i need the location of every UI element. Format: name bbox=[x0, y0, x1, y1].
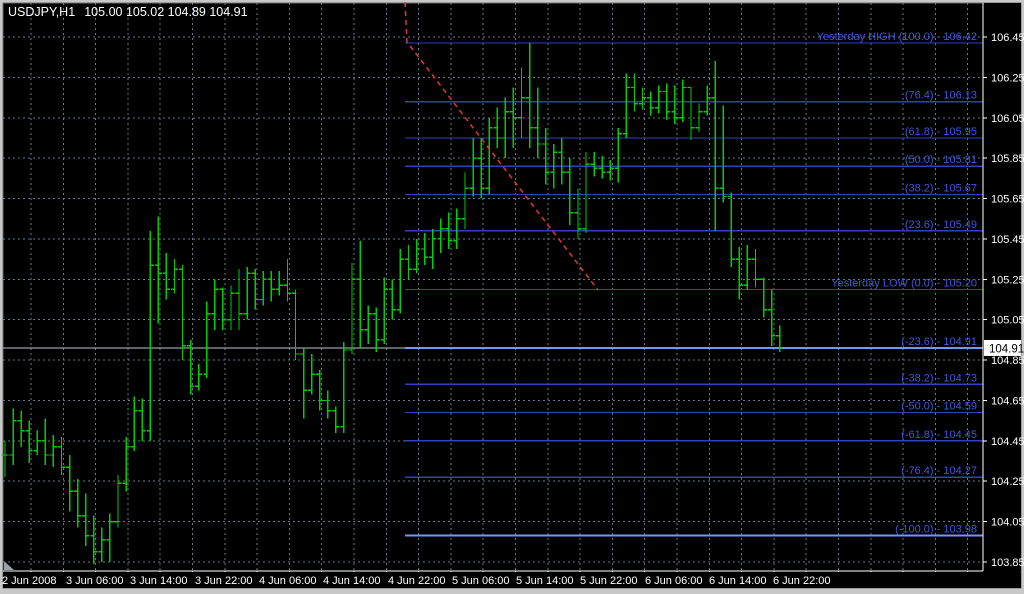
time-axis-label[interactable]: 3 Jun 22:00 bbox=[195, 575, 253, 587]
price-axis-label[interactable]: 105.25 bbox=[991, 274, 1024, 286]
fib-label: (-23.6) - 104.91 bbox=[901, 336, 977, 348]
fib-label: (-76.4) - 104.27 bbox=[901, 465, 977, 477]
fib-label: (61.8) - 105.95 bbox=[905, 126, 977, 138]
price-axis-label[interactable]: 104.85 bbox=[991, 355, 1024, 367]
fibonacci-levels: Yesterday HIGH (100.0) - 106.42 (76.4) - … bbox=[405, 31, 983, 537]
fib-label: (38.2) - 105.67 bbox=[905, 182, 977, 194]
corner-triangle-icon bbox=[4, 561, 14, 570]
price-axis-label[interactable]: 104.05 bbox=[991, 517, 1024, 529]
fib-label: (50.0) - 105.81 bbox=[905, 154, 977, 166]
time-axis-label[interactable]: 3 Jun 06:00 bbox=[66, 575, 124, 587]
price-axis-label[interactable]: 105.85 bbox=[991, 153, 1024, 165]
price-axis-label[interactable]: 106.05 bbox=[991, 113, 1024, 125]
time-axis-label[interactable]: 4 Jun 06:00 bbox=[259, 575, 317, 587]
fib-label: (76.4) - 106.13 bbox=[905, 90, 977, 102]
ohlc-bars bbox=[1, 43, 784, 565]
time-axis-label[interactable]: 6 Jun 06:00 bbox=[645, 575, 703, 587]
fib-label: Yesterday LOW (0.0) - 105.20 bbox=[831, 277, 977, 289]
time-scale[interactable]: 2 Jun 2008 3 Jun 06:00 3 Jun 14:00 3 Jun 22… bbox=[2, 572, 1021, 588]
chart-title: USDJPY,H1 105.00 105.02 104.89 104.91 bbox=[8, 5, 248, 19]
time-scale-area[interactable] bbox=[3, 572, 1021, 588]
time-axis-label[interactable]: 4 Jun 14:00 bbox=[323, 575, 381, 587]
time-axis-label[interactable]: 2 Jun 2008 bbox=[2, 575, 56, 587]
price-scale[interactable]: 106.45 106.25 106.05 105.85 105.65 105.45 105.… bbox=[983, 3, 1024, 571]
price-scale-area[interactable] bbox=[984, 3, 1021, 571]
price-axis-label[interactable]: 106.45 bbox=[991, 32, 1024, 44]
time-axis-label[interactable]: 6 Jun 14:00 bbox=[709, 575, 767, 587]
time-axis-label[interactable]: 5 Jun 14:00 bbox=[516, 575, 574, 587]
price-axis-label[interactable]: 104.25 bbox=[991, 476, 1024, 488]
price-axis-label[interactable]: 106.25 bbox=[991, 72, 1024, 84]
time-axis-label[interactable]: 5 Jun 22:00 bbox=[580, 575, 638, 587]
fib-label: (-38.2) - 104.73 bbox=[901, 372, 977, 384]
price-axis-label[interactable]: 103.85 bbox=[991, 557, 1024, 569]
time-axis-label[interactable]: 3 Jun 14:00 bbox=[130, 575, 188, 587]
fib-label: (-50.0) - 104.59 bbox=[901, 401, 977, 413]
time-axis-label[interactable]: 4 Jun 22:00 bbox=[388, 575, 446, 587]
trendline[interactable] bbox=[404, 1, 599, 291]
symbol-timeframe-label: USDJPY,H1 bbox=[8, 5, 75, 19]
quote-values: 105.00 105.02 104.89 104.91 bbox=[84, 5, 247, 19]
time-axis-label[interactable]: 5 Jun 06:00 bbox=[452, 575, 510, 587]
current-price-box[interactable] bbox=[984, 339, 1021, 356]
price-axis-label[interactable]: 104.65 bbox=[991, 395, 1024, 407]
current-price-label[interactable]: 104.91 bbox=[989, 343, 1024, 355]
price-axis-label[interactable]: 105.45 bbox=[991, 234, 1024, 246]
time-axis-label[interactable]: 6 Jun 22:00 bbox=[773, 575, 831, 587]
fib-label: (23.6) - 105.49 bbox=[905, 219, 977, 231]
fib-label: Yesterday HIGH (100.0) - 106.42 bbox=[817, 31, 977, 43]
fib-label: (-100.0) - 103.98 bbox=[895, 524, 977, 536]
fib-label: (-61.8) - 104.45 bbox=[901, 429, 977, 441]
price-axis-label[interactable]: 104.45 bbox=[991, 436, 1024, 448]
price-axis-label[interactable]: 105.65 bbox=[991, 194, 1024, 206]
price-axis-label[interactable]: 105.05 bbox=[991, 315, 1024, 327]
descending-trendline[interactable] bbox=[404, 1, 599, 291]
